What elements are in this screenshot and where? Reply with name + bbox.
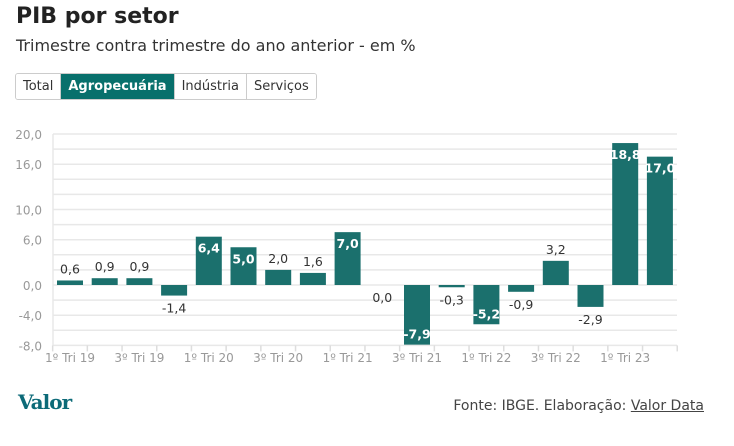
data-label: 7,0: [337, 236, 359, 251]
x-tick-label: 1º Tri 23: [600, 351, 650, 365]
bar: [161, 285, 188, 296]
source-note: Fonte: IBGE. Elaboração: Valor Data: [453, 398, 704, 414]
bar: [230, 247, 257, 285]
y-tick-label: -8,0: [19, 339, 42, 353]
data-label: 1,6: [303, 254, 323, 269]
bar: [57, 280, 83, 285]
bar: [91, 278, 118, 285]
bar: [265, 269, 292, 285]
x-tick-label: 3º Tri 19: [114, 351, 164, 365]
bar: [299, 272, 326, 285]
bar: [577, 285, 604, 307]
x-tick-label: 1º Tri 21: [323, 351, 373, 365]
y-tick-label: 0,0: [23, 279, 42, 293]
data-label: 17,0: [644, 161, 675, 176]
bar: [612, 143, 639, 285]
data-label: 0,9: [129, 259, 149, 274]
bar: [195, 236, 222, 285]
y-tick-label: 16,0: [15, 158, 42, 172]
chart-subtitle: Trimestre contra trimestre do ano anteri…: [16, 36, 416, 55]
data-label: 0,6: [60, 261, 80, 276]
tab-industria[interactable]: Indústria: [174, 74, 247, 99]
data-label: 5,0: [232, 251, 254, 266]
data-label: 2,0: [268, 251, 288, 266]
bar: [646, 156, 673, 285]
data-label: 18,8: [610, 147, 641, 162]
source-text: Fonte: IBGE. Elaboração:: [453, 398, 631, 414]
y-tick-label: 6,0: [23, 234, 42, 248]
data-label: -1,4: [162, 301, 186, 316]
bar: [404, 285, 430, 345]
tab-agropecuaria[interactable]: Agropecuária: [61, 74, 175, 99]
bar: [126, 278, 153, 285]
bar: [473, 285, 500, 325]
data-label: 0,9: [95, 259, 115, 274]
data-label: -2,9: [578, 312, 602, 327]
y-tick-label: -4,0: [19, 309, 42, 323]
bar: [542, 260, 569, 285]
data-label: -0,9: [509, 297, 533, 312]
x-tick-label: 3º Tri 21: [392, 351, 442, 365]
bar-chart: 20,0 16,0 10,0 6,0 0,0 -4,0 -8,01º Tri 19 3º Tr…: [15, 128, 678, 365]
y-tick-label: 20,0: [15, 128, 42, 142]
chart-title: PIB por setor: [16, 4, 179, 29]
tab-servicos[interactable]: Serviços: [246, 74, 316, 99]
y-tick-label: 10,0: [15, 204, 42, 218]
x-tick-label: 3º Tri 22: [531, 351, 581, 365]
x-tick-label: 1º Tri 19: [45, 351, 95, 365]
x-tick-label: 1º Tri 22: [461, 351, 511, 365]
x-tick-label: 3º Tri 20: [253, 351, 303, 365]
x-tick-label: 1º Tri 20: [184, 351, 234, 365]
data-label: -5,2: [473, 306, 500, 321]
bar: [334, 232, 361, 285]
data-label: 0,0: [372, 290, 392, 305]
data-label: 6,4: [198, 241, 220, 256]
data-label: -0,3: [440, 292, 464, 307]
data-label: 3,2: [546, 242, 566, 257]
tab-total[interactable]: Total: [16, 74, 62, 99]
bar: [438, 285, 465, 288]
sector-tabs: Total Agropecuária Indústria Serviços: [15, 73, 317, 100]
valor-data-link[interactable]: Valor Data: [630, 398, 704, 414]
bar: [508, 285, 535, 292]
data-label: -7,9: [403, 327, 430, 342]
valor-logo: Valor: [18, 390, 72, 414]
